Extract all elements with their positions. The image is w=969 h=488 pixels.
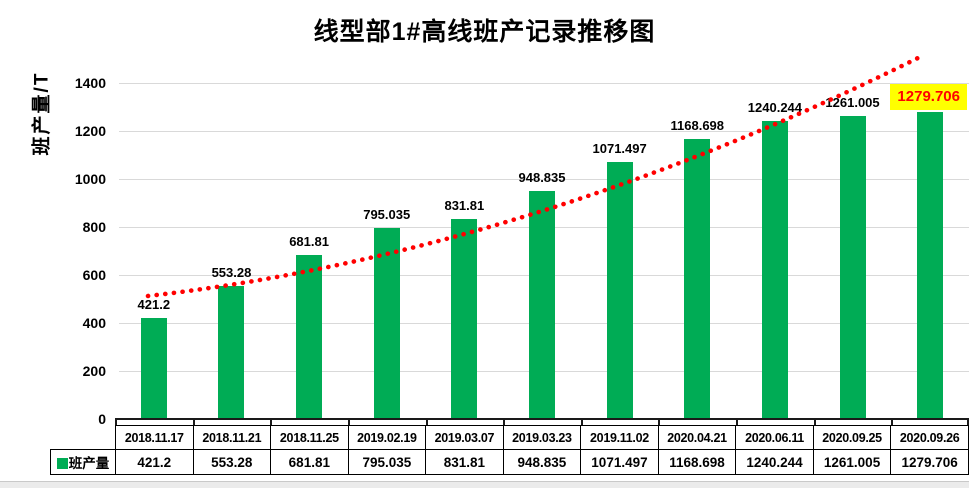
table-date-cell: 2018.11.25 [270,425,349,450]
data-table: 2018.11.17 2018.11.21 2018.11.25 2019.02.19… [50,425,969,475]
data-label: 1168.698 [670,118,725,133]
table-date-cell: 2019.11.02 [580,425,659,450]
table-value-cell: 1071.497 [580,449,659,475]
x-axis-tick [192,419,195,426]
table-date-cell: 2020.06.11 [735,425,814,450]
legend-series-name: 班产量 [68,456,110,471]
legend-swatch-icon [56,458,68,469]
data-label: 553.28 [211,265,252,280]
x-axis-tick [270,419,273,426]
y-axis-tick-label: 1000 [74,171,106,187]
y-axis-tick-label: 1400 [74,75,106,91]
table-value-cell: 1279.706 [890,449,969,475]
y-axis-tick-label: 1200 [74,123,106,139]
table-date-cell: 2019.02.19 [347,425,427,450]
data-label: 421.2 [137,297,171,312]
bar [373,228,400,419]
x-axis-tick [967,419,969,426]
data-label: 681.81 [289,234,329,249]
table-value-cell: 681.81 [270,449,349,475]
plot-area: 421.2 553.28 681.81 795.035 831.81 948.835 107… [115,55,969,426]
x-axis-tick [658,419,661,426]
bar [839,116,866,419]
table-value-cell: 948.835 [502,449,582,475]
table-value-cell: 1168.698 [657,449,737,475]
y-axis-tick-label: 400 [82,315,106,331]
table-value-cell: 1240.244 [735,449,814,475]
table-date-cell: 2019.03.23 [502,425,582,450]
data-label: 1071.497 [592,141,647,156]
legend-cell: 班产量 [50,449,116,475]
y-axis-tick-label: 0 [98,411,106,427]
bar [606,162,633,419]
table-date-cell: 2018.11.17 [115,425,194,450]
x-axis-tick [115,419,117,426]
x-axis-tick [891,419,894,426]
x-axis-tick [425,419,428,426]
table-corner-blank [51,426,116,450]
bar [529,191,555,419]
table-date-cell: 2019.03.07 [425,425,504,450]
data-label: 795.035 [363,207,411,222]
bottom-edge-strip [0,481,969,488]
bar [296,255,323,419]
x-axis-tick [580,419,583,426]
table-value-cell: 795.035 [347,449,427,475]
grid-line [119,82,969,84]
table-value-cell: 1261.005 [812,449,892,475]
bar [218,286,245,419]
table-date-cell: 2020.09.25 [812,425,892,450]
table-date-cell: 2020.04.21 [657,425,737,450]
x-axis-line [115,418,969,420]
chart-title: 线型部1#高线班产记录推移图 [313,18,656,46]
y-axis-tick-label: 800 [82,219,106,235]
bar [684,139,711,419]
data-label: 1261.005 [825,95,880,110]
table-value-cell: 553.28 [192,449,272,475]
bar [451,219,478,419]
y-axis-tick-label: 200 [82,363,106,379]
bar [761,121,788,419]
data-label-highlighted: 1279.706 [890,84,967,110]
x-axis-tick [503,419,506,426]
data-label: 948.835 [518,170,566,185]
bar [917,112,944,419]
table-date-cell: 2018.11.21 [192,425,272,450]
x-axis-tick [813,419,816,426]
table-value-cell: 421.2 [115,449,194,475]
data-label: 1240.244 [747,100,803,115]
table-values-row: 班产量 421.2 553.28 681.81 795.035 831.81 948.835… [50,449,969,475]
data-label: 831.81 [444,198,485,213]
table-value-cell: 831.81 [425,449,504,475]
y-axis-title: 班产量/T [31,71,53,156]
x-axis-tick [347,419,350,426]
y-axis-tick-label: 600 [82,267,106,283]
table-date-cell: 2020.09.26 [890,425,969,450]
bar [140,318,167,419]
x-axis-tick [736,419,739,426]
table-dates-row: 2018.11.17 2018.11.21 2018.11.25 2019.02.19… [51,425,969,450]
